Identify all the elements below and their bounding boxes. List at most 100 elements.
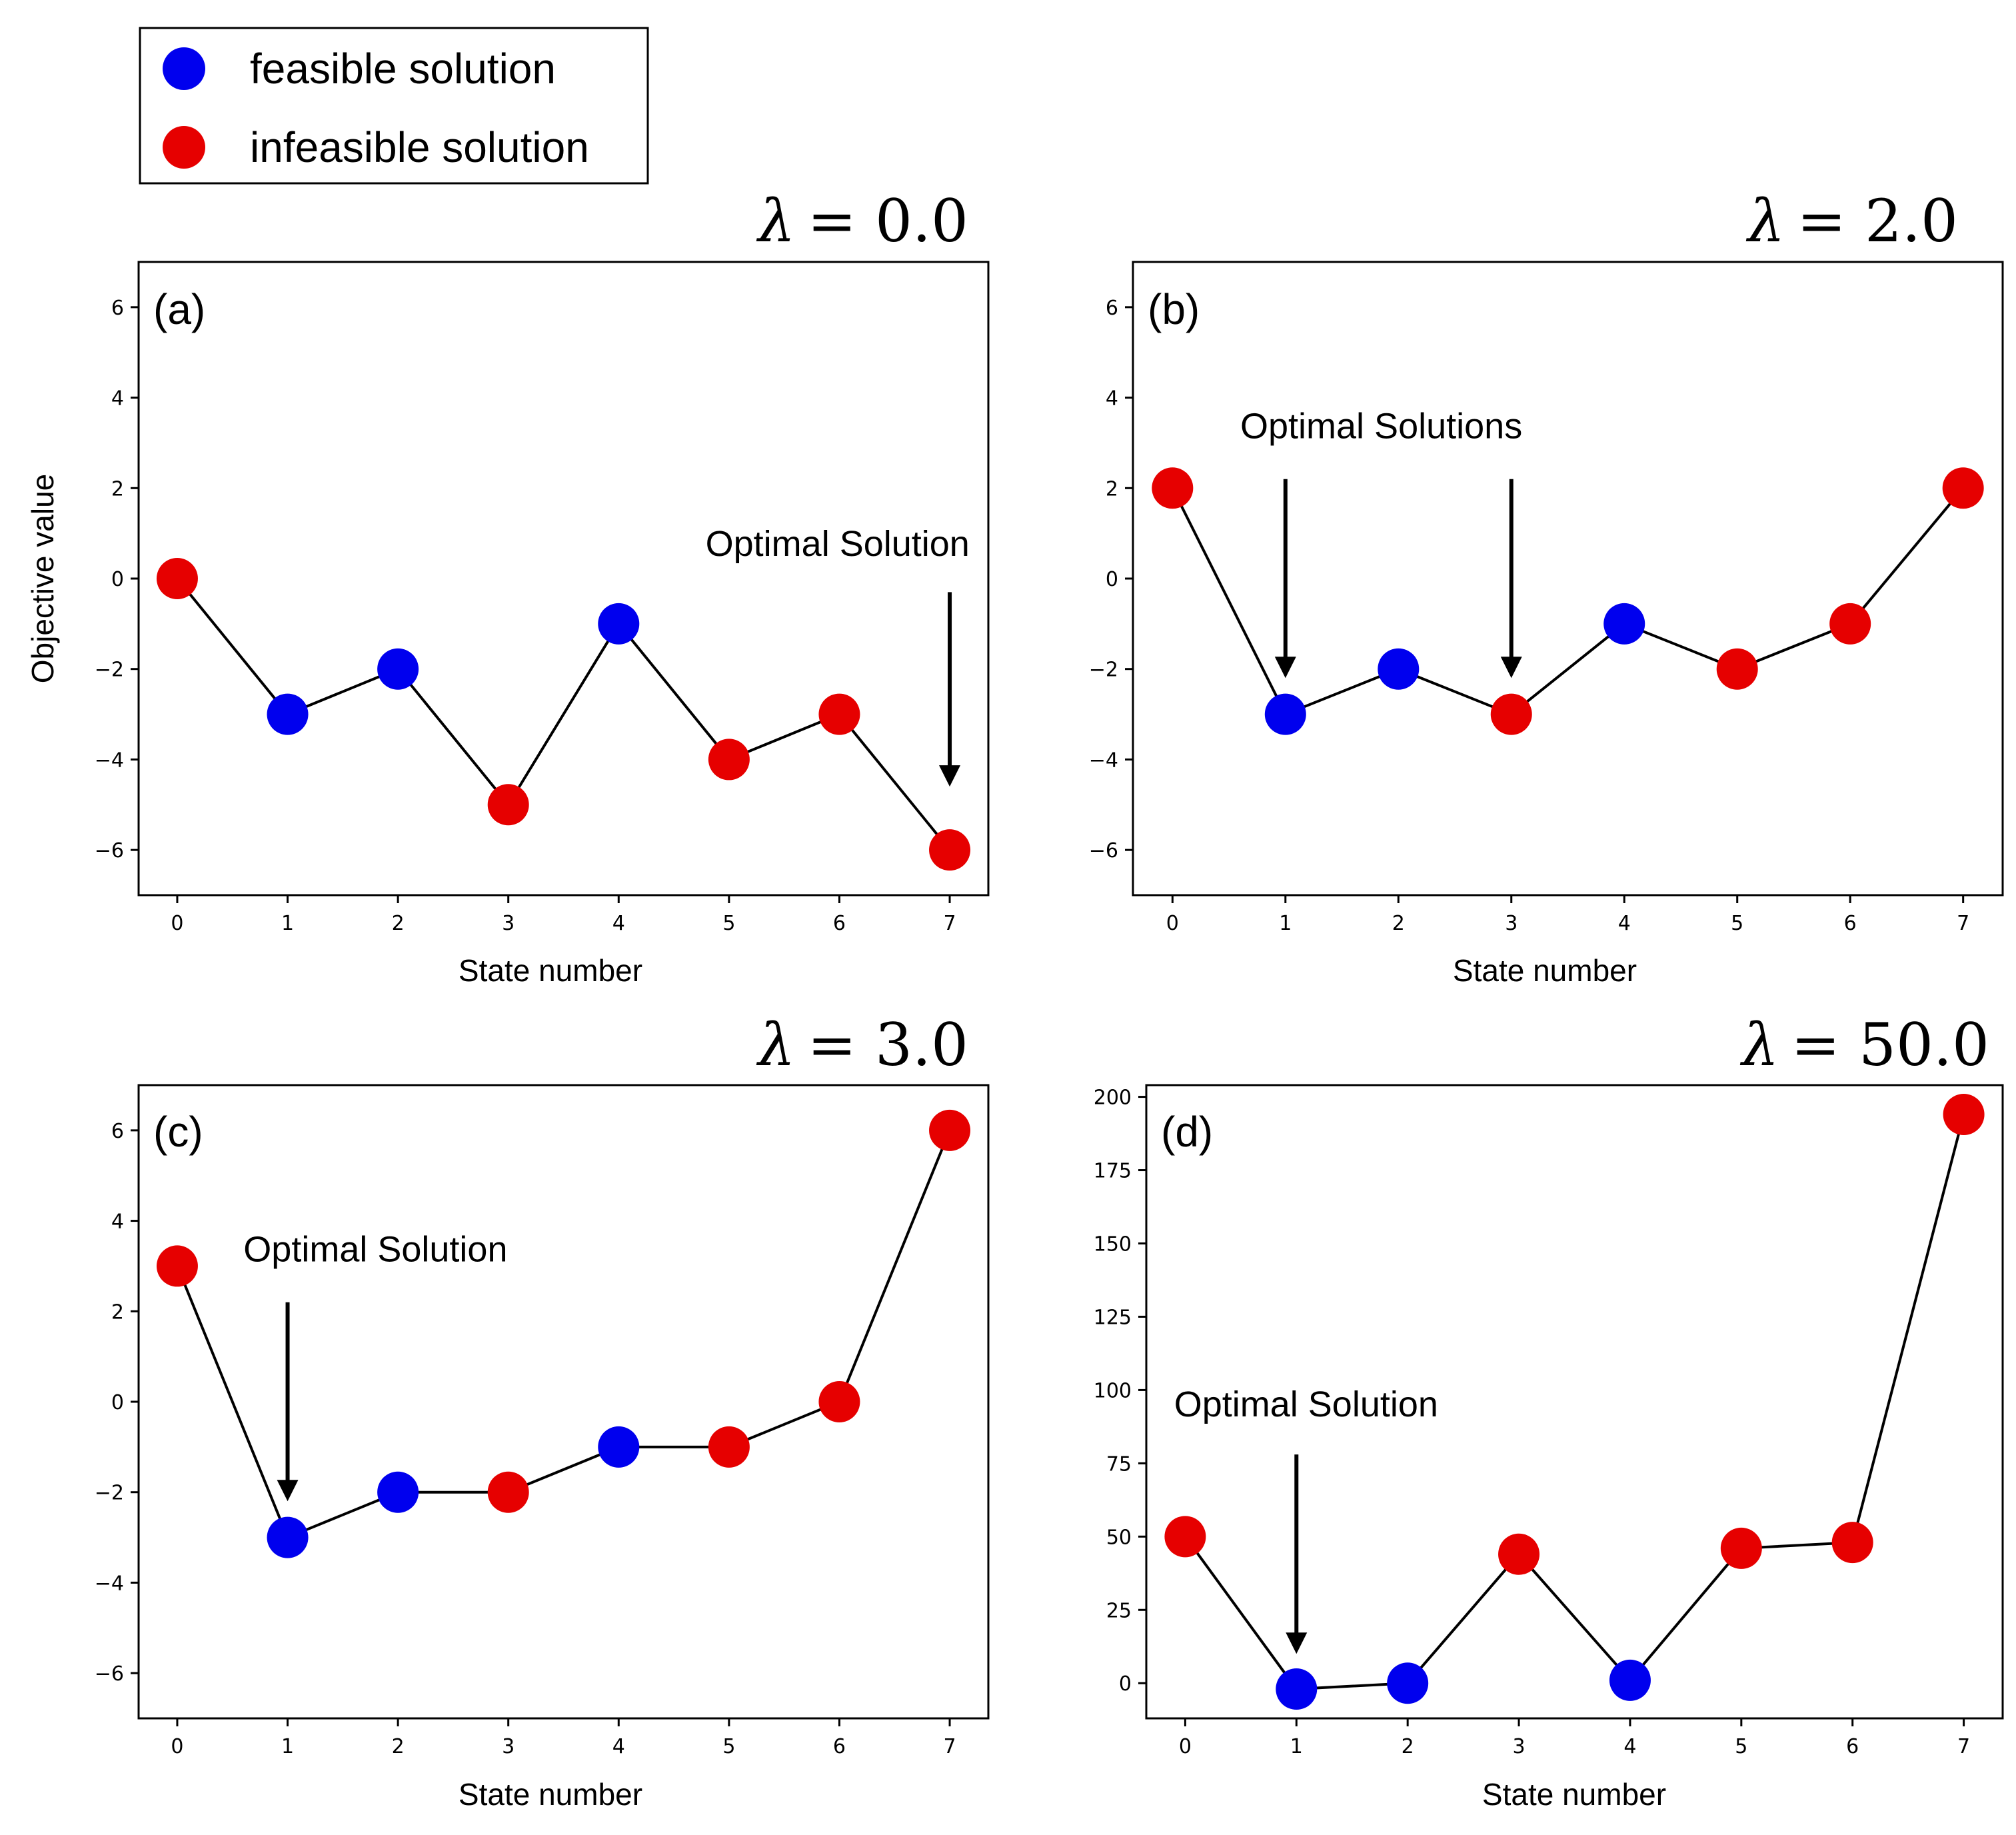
- annotation-text: Optimal Solution: [1174, 1384, 1438, 1424]
- y-tick-label: −6: [95, 839, 124, 863]
- y-tick-label: −4: [1089, 749, 1118, 772]
- legend-label-feasible: feasible solution: [250, 45, 556, 93]
- y-tick-label: 2: [1106, 477, 1118, 501]
- x-tick-label: 1: [281, 1735, 294, 1758]
- y-tick-label: 2: [111, 1300, 124, 1324]
- data-point-feasible: [267, 693, 309, 735]
- plot-frame: [137, 1084, 990, 1720]
- y-tick-label: 6: [1106, 297, 1118, 320]
- y-tick-label: −2: [1089, 659, 1118, 682]
- x-tick-label: 6: [1846, 1735, 1859, 1758]
- x-ticks: 0 1 2 3 4 5 6 7: [1166, 895, 1969, 935]
- plot-frame: [1132, 261, 2004, 897]
- y-tick-label: 0: [111, 568, 124, 591]
- data-point-infeasible: [1490, 693, 1532, 735]
- y-tick-label: −2: [95, 659, 124, 682]
- data-point-feasible: [598, 1426, 640, 1468]
- data-point-feasible: [598, 603, 640, 645]
- lambda-symbol: λ: [1746, 187, 1785, 255]
- y-tick-label: −6: [1089, 839, 1118, 863]
- y-ticks: −6 −4 −2 0 2 4 6: [95, 1120, 139, 1686]
- data-point-feasible: [377, 648, 419, 690]
- x-tick-label: 5: [722, 1735, 735, 1758]
- y-tick-label: 4: [111, 387, 124, 411]
- data-point-infeasible: [1716, 648, 1758, 690]
- panel-tag: (b): [1148, 285, 1200, 333]
- series-line: [176, 1130, 951, 1540]
- y-tick-label: 25: [1106, 1599, 1132, 1622]
- arrow-head: [1286, 1632, 1308, 1654]
- annotation-text: Optimal Solution: [243, 1230, 507, 1270]
- x-tick-label: 2: [1392, 912, 1405, 935]
- data-point-feasible: [1387, 1662, 1429, 1704]
- plot-frame: [137, 261, 990, 897]
- y-axis-title: Objective value: [25, 474, 60, 684]
- x-axis-title: State number: [459, 953, 642, 988]
- annotation-text: Optimal Solution: [706, 524, 970, 564]
- x-tick-label: 4: [1623, 1735, 1636, 1758]
- legend: feasible solution infeasible solution: [139, 27, 649, 185]
- lambda-title: λ = 0.0: [756, 187, 968, 255]
- data-point-feasible: [1603, 603, 1645, 645]
- arrow-head: [939, 765, 961, 787]
- y-tick-label: 0: [1119, 1672, 1132, 1696]
- data-point-infeasible: [708, 739, 750, 781]
- y-tick-label: 2: [111, 477, 124, 501]
- lambda-title: λ = 2.0: [1746, 187, 1958, 255]
- data-point-infeasible: [1829, 603, 1871, 645]
- x-ticks: 0 1 2 3 4 5 6 7: [171, 1718, 956, 1758]
- panel-tag: (a): [153, 285, 205, 333]
- data-point-infeasible: [1943, 1093, 1985, 1135]
- data-point-infeasible: [1498, 1533, 1540, 1575]
- x-axis-title: State number: [459, 1777, 642, 1812]
- panel-c: 0 1 2 3 4 5 6 7 −6 −4 −2 0 2 4 6 (c) λ = 3.0 Optimal S…: [95, 1010, 990, 1812]
- x-tick-label: 0: [171, 912, 183, 935]
- y-tick-label: 50: [1106, 1526, 1132, 1549]
- y-tick-label: 4: [1106, 387, 1118, 411]
- data-point-feasible: [1378, 648, 1420, 690]
- panel-a: 0 1 2 3 4 5 6 7 −6 −4 −2 0 2 4 6 (a) λ = 0.0 Optimal S…: [25, 187, 990, 988]
- data-point-infeasible: [1942, 467, 1984, 509]
- lambda-symbol: λ: [756, 187, 796, 255]
- lambda-title: λ = 50.0: [1740, 1010, 1989, 1079]
- y-tick-label: 75: [1106, 1452, 1132, 1476]
- y-ticks: −6 −4 −2 0 2 4 6: [1089, 297, 1133, 863]
- data-point-feasible: [267, 1516, 309, 1558]
- chart-marks: [1152, 467, 1984, 735]
- y-tick-label: 0: [1106, 568, 1118, 591]
- annotation-text: Optimal Solutions: [1240, 407, 1522, 447]
- lambda-value: = 50.0: [1791, 1010, 1989, 1079]
- legend-marker-infeasible: [163, 126, 205, 169]
- y-tick-label: −4: [95, 749, 124, 772]
- data-point-feasible: [1264, 693, 1306, 735]
- x-tick-label: 2: [1402, 1735, 1414, 1758]
- chart-marks: [156, 1109, 971, 1558]
- y-tick-label: −4: [95, 1572, 124, 1595]
- annotation-arrows: [277, 1302, 299, 1502]
- x-tick-label: 7: [1957, 912, 1969, 935]
- data-point-infeasible: [1152, 467, 1194, 509]
- chart-marks: [1164, 1093, 1985, 1710]
- x-tick-label: 0: [171, 1735, 183, 1758]
- annotation-arrows: [1286, 1454, 1308, 1654]
- arrow-head: [1274, 657, 1296, 679]
- x-tick-label: 7: [943, 1735, 956, 1758]
- y-tick-label: −2: [95, 1482, 124, 1505]
- y-tick-label: 175: [1094, 1160, 1132, 1183]
- lambda-value: = 0.0: [807, 187, 968, 255]
- x-tick-label: 5: [722, 912, 735, 935]
- data-point-infeasible: [929, 829, 971, 871]
- panel-d: 0 1 2 3 4 5 6 7 0 25 50 75 100 125 150 175 200 (d) λ = 5…: [1094, 1010, 2004, 1812]
- y-ticks: −6 −4 −2 0 2 4 6: [95, 297, 139, 863]
- data-point-infeasible: [1164, 1516, 1206, 1558]
- x-tick-label: 3: [1513, 1735, 1525, 1758]
- y-ticks: 0 25 50 75 100 125 150 175 200: [1094, 1086, 1146, 1696]
- arrow-head: [1500, 657, 1522, 679]
- x-tick-label: 1: [1279, 912, 1292, 935]
- data-point-infeasible: [487, 1471, 529, 1513]
- data-point-infeasible: [929, 1109, 971, 1151]
- y-tick-label: 100: [1094, 1379, 1132, 1402]
- y-tick-label: 125: [1094, 1306, 1132, 1329]
- arrow-head: [277, 1480, 299, 1502]
- x-tick-label: 6: [833, 1735, 846, 1758]
